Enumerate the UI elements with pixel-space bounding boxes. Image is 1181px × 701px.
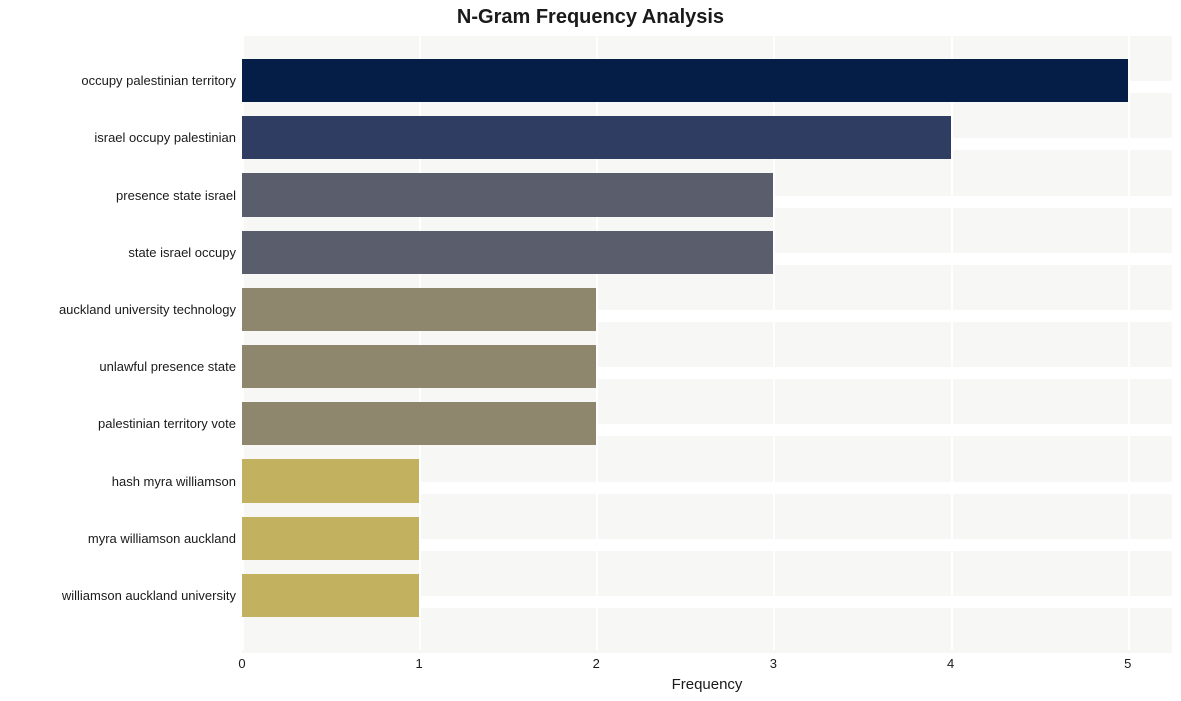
bar — [242, 231, 773, 274]
bar — [242, 116, 951, 159]
bar — [242, 173, 773, 216]
ngram-chart: N-Gram Frequency Analysis Frequency occu… — [0, 0, 1181, 701]
y-tick-label: auckland university technology — [59, 302, 236, 317]
x-tick-label: 3 — [770, 656, 777, 671]
grid-line — [951, 36, 953, 650]
y-tick-label: state israel occupy — [128, 245, 236, 260]
bar — [242, 402, 596, 445]
x-tick-label: 1 — [416, 656, 423, 671]
plot-area — [242, 36, 1172, 650]
y-tick-label: hash myra williamson — [112, 474, 236, 489]
chart-title: N-Gram Frequency Analysis — [0, 6, 1181, 29]
bar — [242, 345, 596, 388]
bar — [242, 574, 419, 617]
y-tick-label: palestinian territory vote — [98, 416, 236, 431]
bar — [242, 459, 419, 502]
x-axis-label: Frequency — [242, 676, 1172, 693]
y-tick-label: williamson auckland university — [62, 588, 236, 603]
y-tick-label: myra williamson auckland — [88, 531, 236, 546]
x-tick-label: 4 — [947, 656, 954, 671]
bar — [242, 517, 419, 560]
y-tick-label: presence state israel — [116, 188, 236, 203]
grid-line — [1128, 36, 1130, 650]
x-tick-label: 5 — [1124, 656, 1131, 671]
bar — [242, 288, 596, 331]
y-tick-label: occupy palestinian territory — [81, 73, 236, 88]
y-tick-label: unlawful presence state — [99, 359, 236, 374]
bar — [242, 59, 1128, 102]
x-tick-label: 0 — [238, 656, 245, 671]
y-tick-label: israel occupy palestinian — [94, 130, 236, 145]
x-tick-label: 2 — [593, 656, 600, 671]
